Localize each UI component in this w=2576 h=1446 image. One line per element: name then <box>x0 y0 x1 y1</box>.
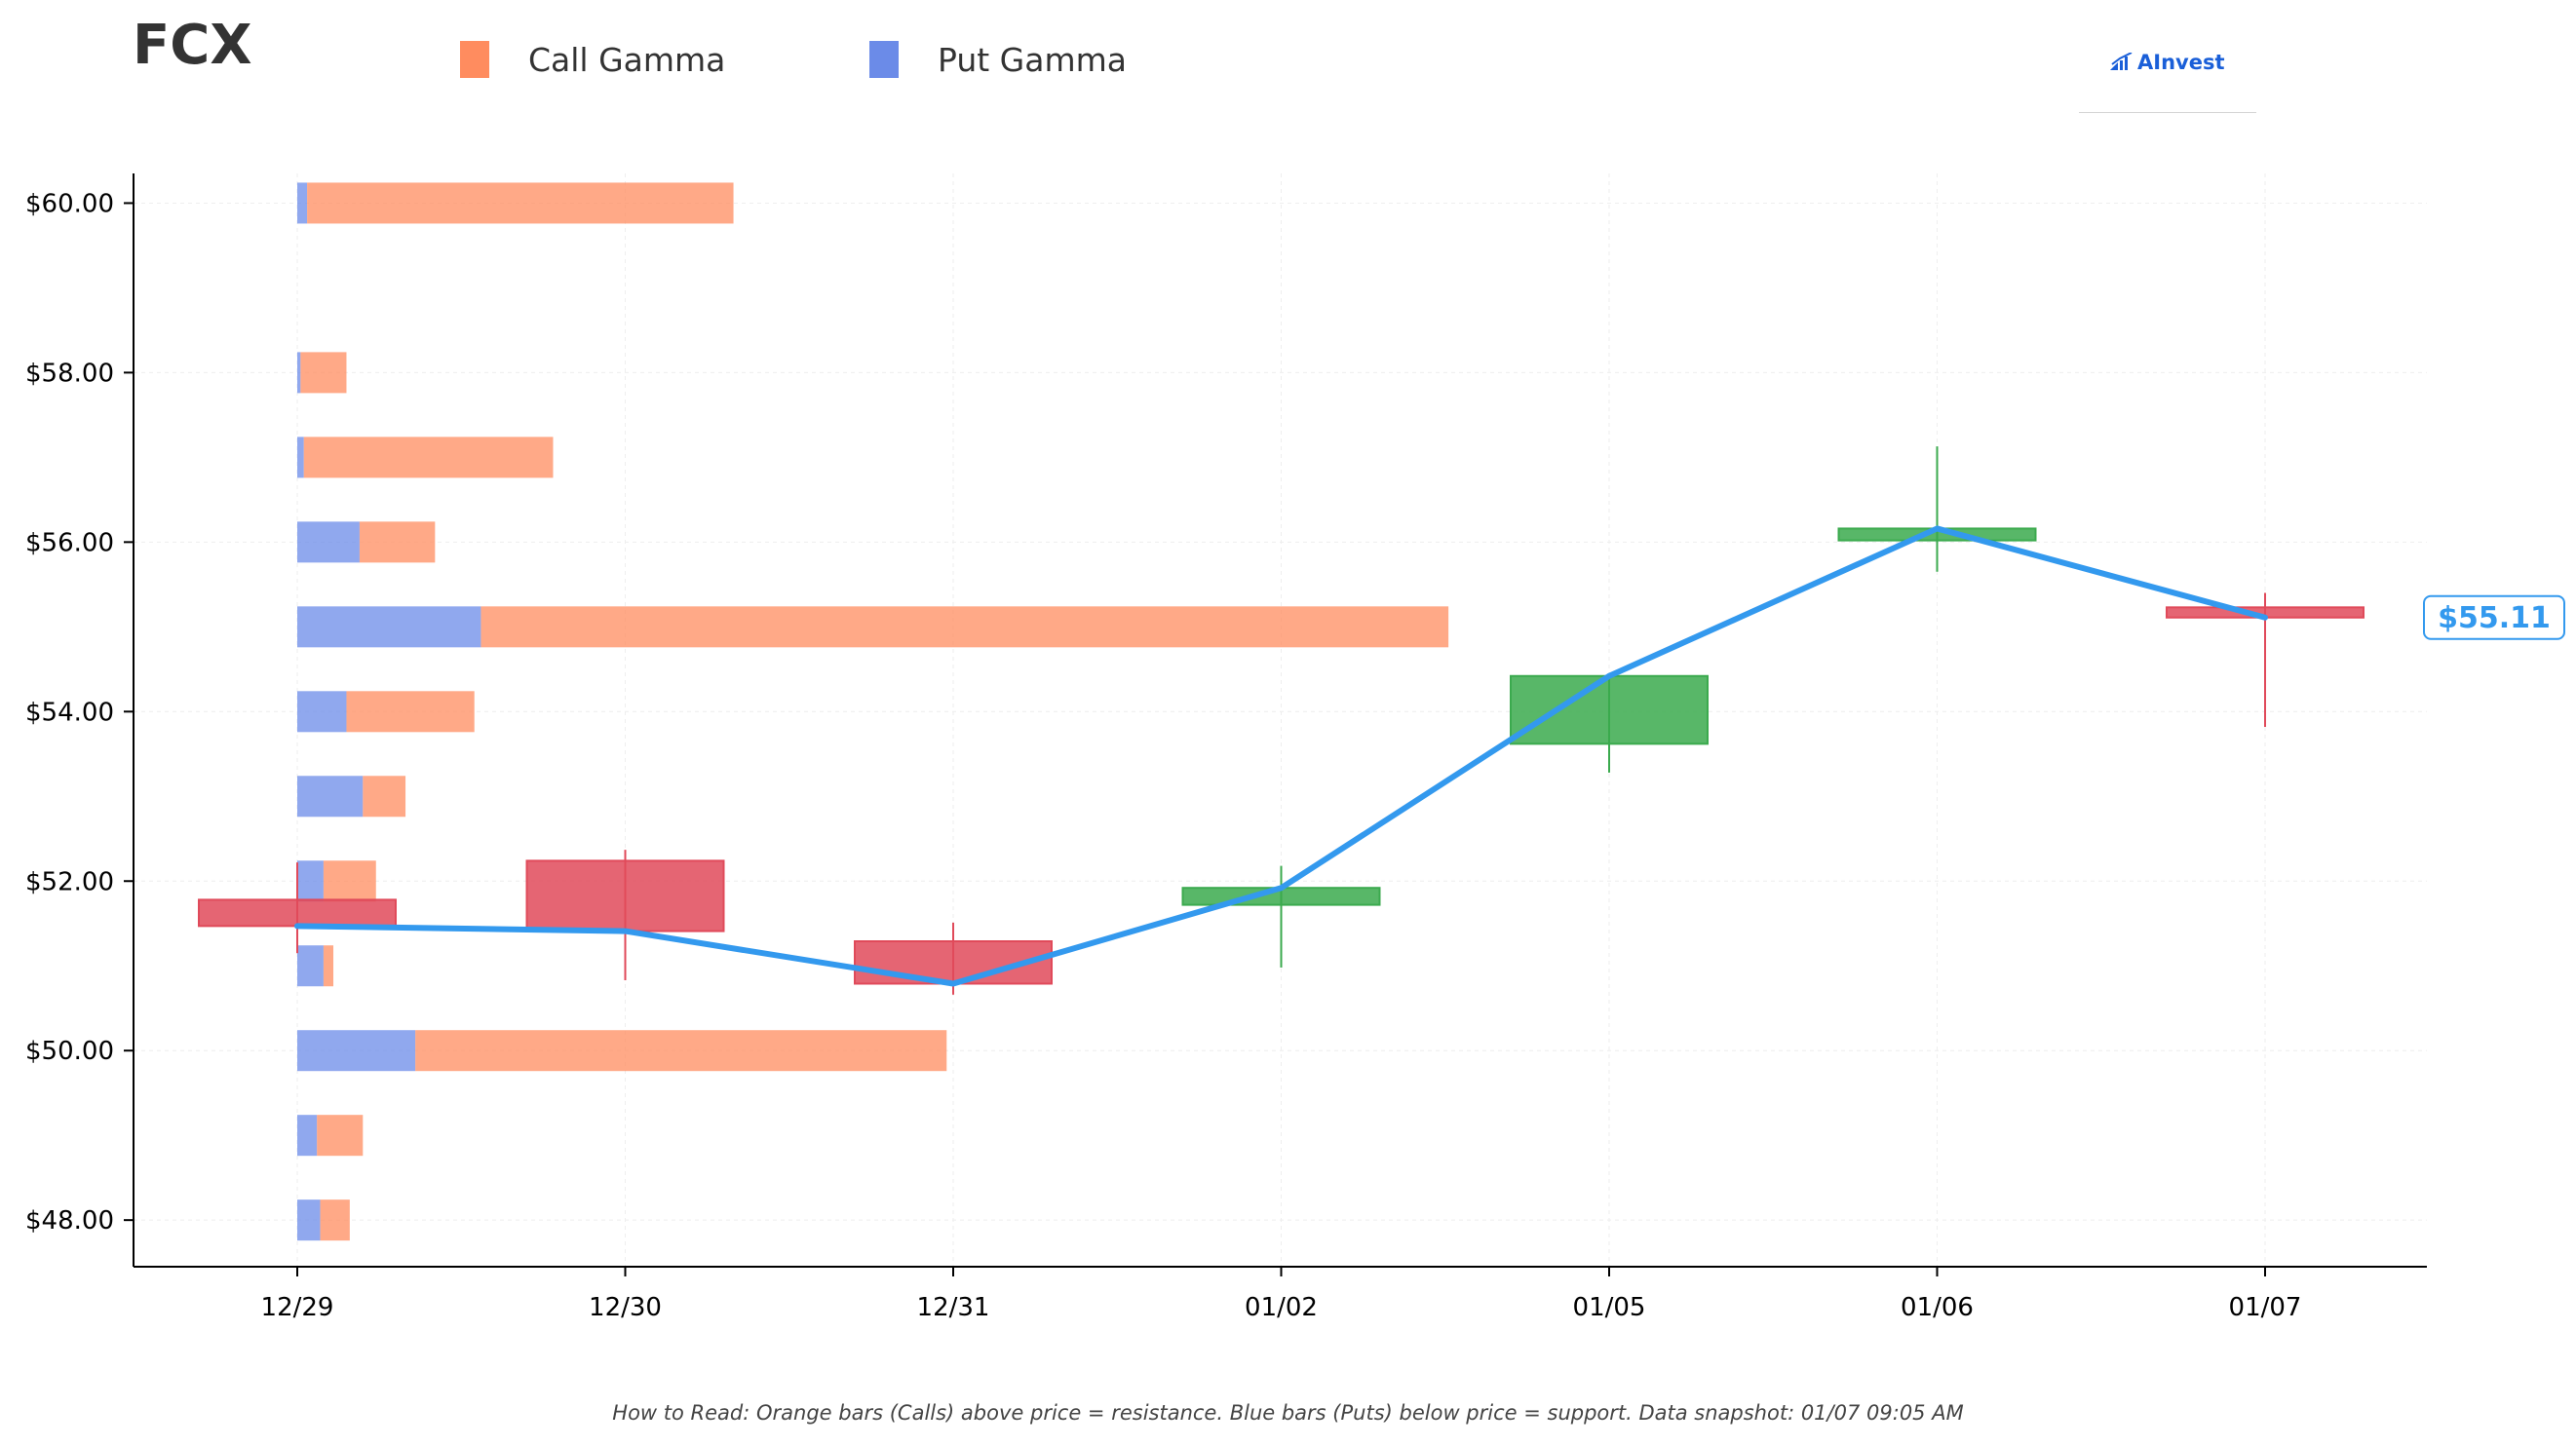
call-gamma-bar <box>317 1115 364 1157</box>
ainvest-logo: AInvest <box>2110 51 2225 74</box>
last-price-label: $55.11 <box>2438 601 2551 635</box>
put-gamma-bar <box>297 437 304 478</box>
put-gamma-bar <box>297 352 301 394</box>
call-gamma-bar <box>300 352 347 394</box>
call-gamma-bar <box>481 606 1449 648</box>
legend-put: Put Gamma <box>869 35 1127 84</box>
call-gamma-bar <box>323 860 376 902</box>
call-gamma-bar <box>415 1030 947 1072</box>
x-tick-label: 01/02 <box>1245 1293 1318 1322</box>
call-gamma-bar <box>323 945 334 987</box>
y-tick-label: $58.00 <box>25 359 114 388</box>
candle-body <box>1510 674 1709 745</box>
put-gamma-bar <box>297 182 308 224</box>
put-gamma-bar <box>297 606 481 648</box>
ainvest-logo-text: AInvest <box>2137 51 2225 74</box>
x-tick-label: 01/05 <box>1573 1293 1646 1322</box>
call-swatch <box>460 41 489 78</box>
legend-call-label: Call Gamma <box>528 40 726 79</box>
put-gamma-bar <box>297 945 324 987</box>
call-gamma-bar <box>359 521 436 563</box>
put-gamma-bar <box>297 860 324 902</box>
how-to-read-note: How to Read: Orange bars (Calls) above p… <box>612 1401 1964 1425</box>
y-tick-label: $60.00 <box>25 189 114 218</box>
y-tick-label: $50.00 <box>25 1037 114 1066</box>
call-gamma-bar <box>320 1199 350 1241</box>
put-gamma-bar <box>297 1115 318 1157</box>
put-gamma-bar <box>297 1199 321 1241</box>
call-gamma-bar <box>346 691 475 733</box>
y-tick-label: $52.00 <box>25 867 114 896</box>
legend-put-label: Put Gamma <box>938 40 1127 79</box>
x-tick-label: 12/29 <box>261 1293 334 1322</box>
put-gamma-bar <box>297 521 360 563</box>
x-tick-label: 01/07 <box>2229 1293 2302 1322</box>
call-gamma-bar <box>363 776 406 818</box>
put-gamma-bar <box>297 691 347 733</box>
call-gamma-bar <box>307 182 734 224</box>
candle-body <box>198 898 397 928</box>
y-tick-label: $54.00 <box>25 698 114 727</box>
last-price-badge <box>2423 594 2565 640</box>
legend-call: Call Gamma <box>460 35 725 84</box>
x-tick-label: 01/06 <box>1901 1293 1974 1322</box>
x-tick-label: 12/31 <box>917 1293 990 1322</box>
put-swatch <box>869 41 899 78</box>
put-gamma-bar <box>297 1030 416 1072</box>
x-tick-label: 12/30 <box>589 1293 662 1322</box>
candle-body <box>525 859 725 932</box>
put-gamma-bar <box>297 776 364 818</box>
ainvest-logo-icon <box>2110 53 2133 70</box>
y-tick-label: $56.00 <box>25 528 114 557</box>
y-tick-label: $48.00 <box>25 1206 114 1236</box>
call-gamma-bar <box>303 437 554 478</box>
price-line <box>294 525 2268 987</box>
logo-divider <box>2079 112 2256 113</box>
ticker-title: FCX <box>133 14 252 77</box>
